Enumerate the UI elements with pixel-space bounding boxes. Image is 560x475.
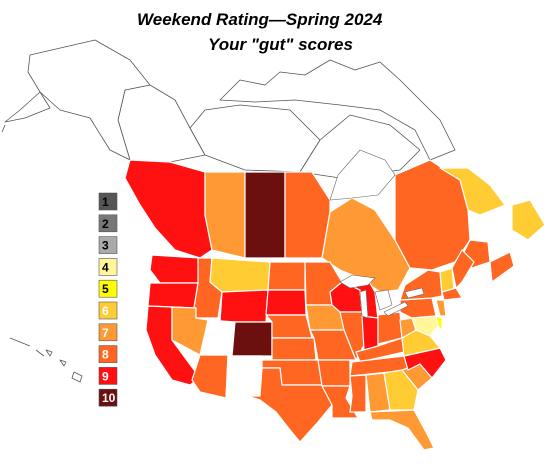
region-nebraska[interactable] bbox=[265, 314, 313, 339]
region-indiana[interactable] bbox=[361, 315, 379, 351]
legend-swatch-2 bbox=[98, 214, 118, 233]
legend-swatch-4 bbox=[98, 258, 118, 276]
legend-swatch-8 bbox=[98, 345, 118, 363]
region-texas[interactable] bbox=[247, 367, 333, 443]
region-florida[interactable] bbox=[369, 409, 435, 451]
us-regions bbox=[145, 249, 475, 451]
map-subtitle: Your "gut" scores bbox=[208, 35, 353, 54]
legend-label-7: 7 bbox=[102, 326, 109, 340]
yukon-outline bbox=[117, 84, 206, 163]
northern-outline bbox=[1, 39, 456, 383]
hudson-bay bbox=[329, 149, 396, 201]
lake-erie bbox=[383, 301, 409, 317]
nwt-outline bbox=[189, 104, 321, 173]
legend-swatch-6 bbox=[98, 301, 118, 320]
canada-regions bbox=[124, 149, 546, 293]
region-louisiana[interactable] bbox=[321, 385, 359, 419]
region-south-dakota[interactable] bbox=[265, 289, 307, 316]
lake-huron bbox=[374, 289, 393, 311]
region-new-jersey[interactable] bbox=[435, 299, 447, 317]
region-maryland[interactable] bbox=[411, 315, 439, 337]
legend-swatch-10 bbox=[98, 388, 118, 407]
legend-label-8: 8 bbox=[102, 348, 109, 362]
lake-michigan bbox=[359, 289, 369, 319]
region-oregon[interactable] bbox=[147, 282, 199, 309]
region-nova-scotia[interactable] bbox=[489, 251, 515, 283]
region-labrador[interactable] bbox=[439, 167, 506, 216]
region-colorado[interactable] bbox=[231, 321, 273, 357]
region-wyoming[interactable] bbox=[219, 289, 269, 323]
region-pennsylvania[interactable] bbox=[399, 297, 437, 319]
aleutian-islands bbox=[1, 124, 45, 357]
legend-swatch-7 bbox=[98, 323, 118, 342]
region-arizona[interactable] bbox=[191, 354, 229, 399]
map-title: Weekend Rating—Spring 2024 bbox=[137, 10, 383, 29]
region-vermont-nh[interactable] bbox=[439, 267, 455, 293]
lake-ontario bbox=[404, 287, 425, 299]
legend-label-5: 5 bbox=[102, 282, 109, 296]
region-saskatchewan[interactable] bbox=[244, 171, 286, 259]
region-manitoba[interactable] bbox=[284, 171, 331, 259]
region-new-england[interactable] bbox=[441, 287, 463, 301]
region-newfoundland[interactable] bbox=[511, 199, 546, 241]
legend-label-4: 4 bbox=[102, 260, 109, 274]
region-british-columbia[interactable] bbox=[124, 159, 213, 259]
legend-swatch-5 bbox=[98, 279, 118, 298]
region-montana[interactable] bbox=[209, 257, 271, 293]
region-mississippi[interactable] bbox=[349, 374, 367, 413]
legend-label-1: 1 bbox=[102, 195, 109, 209]
region-new-mexico[interactable] bbox=[225, 355, 263, 399]
region-utah[interactable] bbox=[201, 319, 236, 351]
score-legend: 1 2 3 4 5 6 7 8 9 10 bbox=[98, 192, 118, 407]
region-delaware[interactable] bbox=[435, 315, 443, 331]
legend-swatch-3 bbox=[98, 236, 118, 254]
legend-label-2: 2 bbox=[102, 217, 109, 231]
hawaii-islands bbox=[45, 349, 83, 383]
alaska-peninsula bbox=[4, 91, 51, 123]
legend-label-9: 9 bbox=[102, 369, 109, 383]
legend-label-10: 10 bbox=[102, 391, 116, 405]
region-washington[interactable] bbox=[149, 254, 201, 284]
legend-swatch-9 bbox=[98, 367, 118, 385]
region-alberta[interactable] bbox=[204, 171, 246, 259]
arctic-islands bbox=[219, 59, 456, 161]
region-kansas[interactable] bbox=[271, 337, 317, 361]
region-north-dakota[interactable] bbox=[267, 261, 306, 291]
region-maine[interactable] bbox=[451, 249, 475, 289]
legend-label-6: 6 bbox=[102, 304, 109, 318]
legend-label-3: 3 bbox=[102, 239, 109, 253]
legend-swatch-1 bbox=[98, 192, 118, 211]
region-ontario[interactable] bbox=[321, 197, 411, 293]
lake-superior bbox=[339, 274, 376, 289]
region-arkansas[interactable] bbox=[317, 359, 351, 387]
